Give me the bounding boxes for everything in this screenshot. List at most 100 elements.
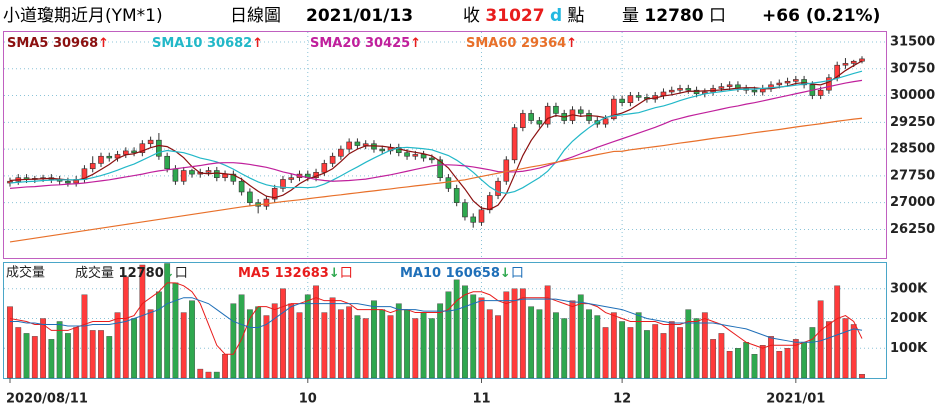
candle-body xyxy=(462,202,468,218)
candle-body xyxy=(354,141,361,146)
legend-name: SMA5 xyxy=(7,36,48,51)
close-flag: d xyxy=(550,6,562,26)
volume-bar xyxy=(826,321,832,379)
candle-body xyxy=(842,63,849,66)
legend-trend: ↑ xyxy=(566,36,577,51)
legend-name: SMA20 xyxy=(310,36,360,51)
candle-body xyxy=(98,155,104,164)
volume-bar xyxy=(65,333,71,379)
date: 2021/01/13 xyxy=(306,6,413,26)
legend-value: 30968 xyxy=(53,36,98,51)
candle-body xyxy=(329,155,336,164)
volume-ma-line xyxy=(10,297,863,343)
y-tick-label: 29250 xyxy=(890,115,935,130)
x-tick-label: 11 xyxy=(472,392,490,407)
x-tick-label: 2021/01 xyxy=(766,392,825,407)
volume-bar xyxy=(850,324,857,379)
candle-body xyxy=(784,80,791,84)
ma-line xyxy=(9,60,863,211)
volume-bar xyxy=(238,294,245,379)
candle-body xyxy=(404,152,410,157)
volume-panel xyxy=(3,262,887,379)
candle-body xyxy=(263,198,270,207)
candle-body xyxy=(205,170,212,173)
volume-bar xyxy=(544,285,551,379)
volume-bar xyxy=(106,336,113,379)
candle-body xyxy=(495,180,501,196)
legend-value: 29364 xyxy=(521,36,566,51)
volume-bar xyxy=(503,291,510,379)
volume-bar xyxy=(817,300,824,379)
legend-value: 30425 xyxy=(365,36,410,51)
volume-bar xyxy=(528,306,535,379)
volume-bar xyxy=(354,315,361,379)
volume-bar xyxy=(445,291,452,379)
legend-name: 成交量 xyxy=(75,265,114,281)
volume-bar xyxy=(428,318,435,379)
candle-body xyxy=(156,139,162,157)
volume-bar xyxy=(693,318,700,379)
volume-bar xyxy=(577,294,584,379)
volume-bar xyxy=(263,315,270,379)
legend-value: 30682 xyxy=(207,36,252,51)
volume-bar xyxy=(809,327,816,379)
close-label: 收 xyxy=(463,6,480,26)
candle-body xyxy=(602,118,609,125)
volume-bar xyxy=(271,303,278,379)
volume-bar xyxy=(122,276,129,379)
volume-bar xyxy=(710,339,717,379)
candle-body xyxy=(65,180,71,184)
volume-bar xyxy=(701,312,708,379)
volume-bar xyxy=(652,324,659,379)
volume-bar xyxy=(561,318,568,379)
volume-bar xyxy=(131,318,137,379)
volume-bar xyxy=(139,264,146,379)
volume-bar xyxy=(726,351,733,379)
legend-name: MA10 xyxy=(400,266,441,281)
volume-bar xyxy=(404,309,410,379)
volume-bar xyxy=(536,309,543,379)
legend-entry: SMA20 30425↑ xyxy=(310,36,421,51)
change-value: +66 xyxy=(762,6,800,26)
volume-bar xyxy=(387,315,394,379)
volume-bar xyxy=(784,348,791,379)
candle-body xyxy=(528,113,534,121)
candle-body xyxy=(677,88,683,91)
volume-bar xyxy=(478,297,485,379)
volume-bar xyxy=(586,309,592,379)
candle-body xyxy=(247,191,253,203)
volume-bar xyxy=(362,318,369,379)
volume-bar xyxy=(834,285,841,379)
volume-bar xyxy=(519,288,526,379)
y-tick-label: 300K xyxy=(890,281,928,296)
candle-body xyxy=(751,89,758,93)
change-pct: (0.21%) xyxy=(806,6,881,26)
legend-unit: 口 xyxy=(175,266,188,281)
volume-bar xyxy=(180,312,187,379)
legend-entry: MA5 132683↓口 xyxy=(238,266,353,281)
volume-bar xyxy=(7,306,13,379)
volume-bar xyxy=(296,312,303,379)
candle-body xyxy=(859,58,865,62)
x-tick-label: 10 xyxy=(299,392,317,407)
candle-body xyxy=(362,143,369,146)
volume-bar xyxy=(48,339,55,379)
y-tick-label: 100K xyxy=(890,341,928,356)
volume-bar xyxy=(470,294,477,379)
candle-body xyxy=(321,163,328,173)
candle-body xyxy=(7,180,13,184)
candle-body xyxy=(635,95,642,98)
candle-body xyxy=(164,155,170,170)
candle-body xyxy=(453,188,460,203)
legend-entry: SMA60 29364↑ xyxy=(466,36,577,51)
candle-body xyxy=(693,89,700,95)
candle-body xyxy=(544,105,551,125)
volume-unit: 口 xyxy=(709,6,726,26)
candle-body xyxy=(478,209,485,223)
volume-bar xyxy=(197,368,204,379)
candle-body xyxy=(718,86,725,89)
candle-body xyxy=(511,127,518,161)
ma-line xyxy=(9,117,863,243)
volume-bar xyxy=(56,321,63,379)
legend-trend: ↑ xyxy=(98,36,109,51)
